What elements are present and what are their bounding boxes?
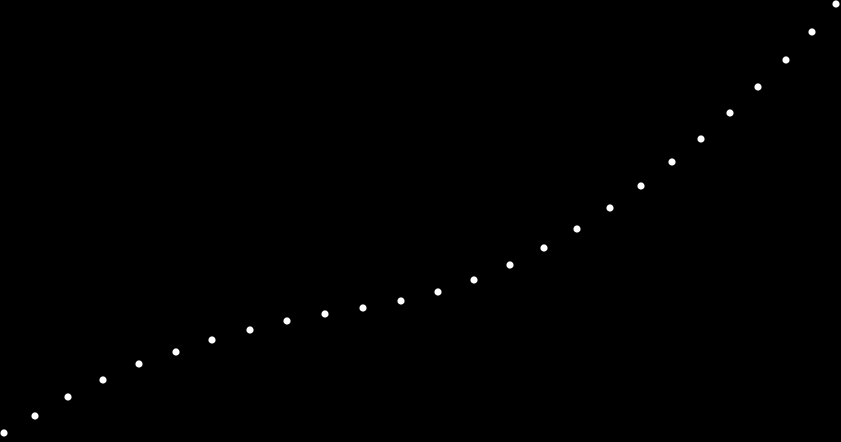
data-point-marker <box>434 288 442 296</box>
data-point-marker <box>754 83 762 91</box>
data-point-marker <box>246 326 254 334</box>
data-point-marker <box>0 429 8 437</box>
data-point-marker <box>135 360 143 368</box>
data-point-marker <box>470 276 478 284</box>
data-point-marker <box>606 204 614 212</box>
data-point-marker <box>359 304 367 312</box>
data-point-marker <box>31 412 39 420</box>
data-point-marker <box>668 158 676 166</box>
data-point-marker <box>506 261 514 269</box>
data-point-marker <box>208 336 216 344</box>
data-point-marker <box>64 393 72 401</box>
data-point-marker <box>283 317 291 325</box>
data-point-marker <box>397 297 405 305</box>
data-point-marker <box>697 135 705 143</box>
data-point-marker <box>637 182 645 190</box>
data-point-marker <box>808 28 816 36</box>
data-point-marker <box>726 109 734 117</box>
data-point-marker <box>540 244 548 252</box>
data-point-marker <box>99 376 107 384</box>
data-point-marker <box>832 0 840 8</box>
data-point-marker <box>321 310 329 318</box>
data-point-marker <box>782 56 790 64</box>
data-point-marker <box>573 225 581 233</box>
data-point-marker <box>172 348 180 356</box>
